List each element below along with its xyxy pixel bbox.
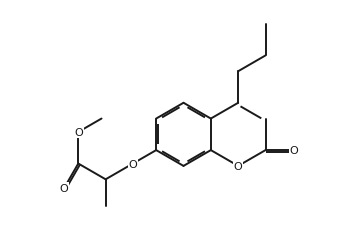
Text: O: O bbox=[290, 146, 298, 155]
Text: O: O bbox=[60, 183, 68, 193]
Text: O: O bbox=[74, 128, 83, 137]
Text: O: O bbox=[129, 159, 137, 169]
Text: O: O bbox=[234, 161, 243, 171]
